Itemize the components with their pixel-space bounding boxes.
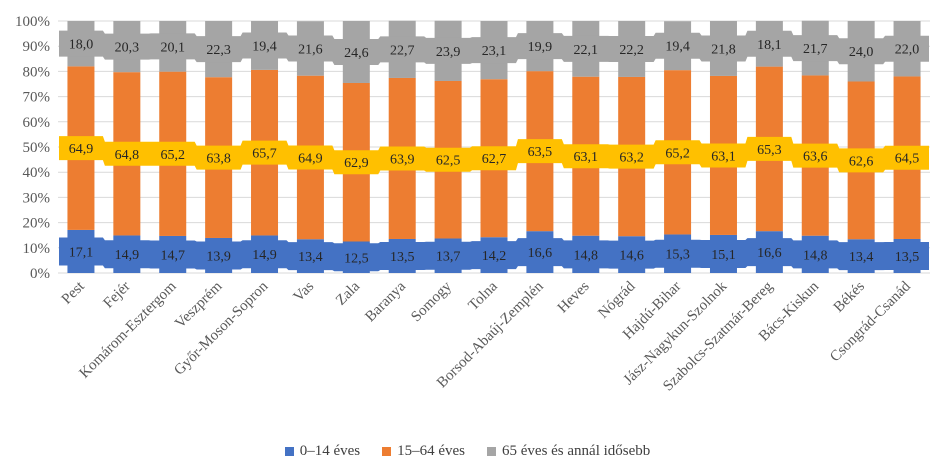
data-label-0: 17,1 (69, 245, 94, 260)
data-label-1: 63,1 (711, 149, 736, 164)
data-label-0: 13,4 (849, 250, 874, 265)
data-label-1: 63,9 (390, 152, 415, 167)
legend-item-1: 15–64 éves (382, 443, 465, 460)
y-tick-label: 30% (23, 190, 51, 206)
data-label-1: 63,2 (619, 151, 644, 166)
data-label-2: 21,8 (711, 42, 736, 57)
data-label-0: 14,8 (803, 248, 828, 263)
data-label-0: 14,6 (619, 249, 644, 264)
data-label-0: 13,5 (895, 250, 920, 265)
data-label-2: 20,3 (115, 41, 140, 56)
y-tick-label: 50% (23, 140, 51, 156)
legend-swatch-2 (487, 447, 496, 456)
data-label-0: 13,4 (298, 250, 323, 265)
legend-label-2: 65 éves és annál idősebb (502, 443, 651, 459)
data-label-2: 21,7 (803, 42, 828, 57)
legend: 0–14 éves 15–64 éves 65 éves és annál id… (0, 443, 935, 460)
x-axis: Pest FejérKomárom-EsztergomVeszprémGyőr-M… (59, 278, 914, 395)
legend-swatch-0 (284, 447, 294, 456)
y-tick-label: 90% (23, 39, 51, 55)
x-tick-label: Fejér (101, 279, 134, 312)
data-label-0: 15,3 (665, 248, 690, 263)
data-label-1: 65,2 (665, 146, 690, 161)
y-tick-label: 70% (23, 90, 51, 106)
label-bands (59, 30, 929, 272)
data-label-0: 14,2 (482, 249, 507, 264)
data-label-1: 63,5 (528, 145, 553, 160)
y-tick-label: 100% (15, 14, 50, 30)
data-label-2: 22,7 (390, 43, 415, 58)
y-tick-label: 60% (23, 115, 51, 131)
data-label-1: 64,9 (69, 142, 94, 157)
x-tick-label: Vas (291, 278, 318, 305)
y-axis: 0% 10% 20% 30% 40% 50% 60% 70% 80% 90% 100% (15, 14, 50, 282)
data-label-2: 18,0 (69, 38, 94, 53)
data-label-2: 19,4 (252, 39, 277, 54)
data-label-0: 14,9 (115, 248, 140, 263)
x-tick-label: Somogy (408, 278, 455, 325)
legend-item-2: 65 éves és annál idősebb (487, 443, 650, 460)
data-label-1: 65,2 (160, 148, 185, 163)
data-label-1: 63,6 (803, 150, 828, 165)
legend-label-1: 15–64 éves (397, 443, 465, 459)
data-label-0: 12,5 (344, 251, 369, 266)
legend-label-0: 0–14 éves (299, 443, 361, 459)
data-label-1: 64,8 (115, 148, 140, 163)
x-tick-label: Nógrád (595, 278, 638, 321)
data-label-0: 14,9 (252, 248, 277, 263)
data-label-0: 16,6 (528, 246, 553, 261)
data-label-1: 63,1 (574, 150, 599, 165)
data-labels: 17,1 14,9 14,7 13,9 14,9 13,4 12,5 13,5 13,7 14,2… (69, 38, 920, 267)
y-tick-label: 20% (23, 216, 51, 232)
label-band-top (59, 30, 929, 65)
data-label-2: 24,0 (849, 45, 874, 60)
data-label-2: 19,9 (528, 40, 553, 55)
data-label-2: 24,6 (344, 46, 369, 61)
data-label-0: 14,8 (574, 248, 599, 263)
data-label-0: 13,5 (390, 250, 415, 265)
x-tick-label: Tolna (466, 278, 502, 314)
data-label-1: 64,5 (895, 152, 920, 167)
x-tick-label: Heves (555, 278, 593, 316)
data-label-1: 62,7 (482, 152, 507, 167)
data-label-1: 63,8 (206, 152, 231, 167)
x-tick-label: Zala (333, 278, 363, 308)
data-label-2: 22,0 (895, 43, 920, 58)
data-label-2: 22,3 (206, 43, 231, 58)
data-label-0: 16,6 (757, 246, 782, 261)
data-label-2: 22,1 (574, 43, 599, 58)
data-label-0: 13,7 (436, 250, 461, 265)
legend-swatch-1 (382, 447, 392, 456)
data-label-1: 62,6 (849, 154, 874, 169)
x-tick-label: Csongrád-Csanád (827, 278, 914, 365)
label-band-middle (59, 136, 929, 175)
data-label-1: 62,9 (344, 156, 369, 171)
x-tick-label: Baranya (362, 278, 409, 325)
data-label-2: 23,1 (482, 44, 507, 59)
x-tick-label: Békés (831, 278, 868, 315)
data-label-0: 15,1 (711, 248, 736, 263)
data-label-2: 23,9 (436, 45, 461, 60)
data-label-0: 14,7 (160, 248, 185, 263)
legend-item-0: 0–14 éves (284, 443, 361, 460)
data-label-2: 20,1 (160, 40, 185, 55)
data-label-2: 21,6 (298, 42, 323, 57)
data-label-1: 62,5 (436, 154, 461, 169)
x-tick-label: Pest (59, 278, 89, 308)
data-label-2: 18,1 (757, 38, 782, 53)
data-label-0: 13,9 (206, 249, 231, 264)
y-tick-label: 10% (23, 241, 51, 257)
data-label-2: 19,4 (665, 40, 690, 55)
y-tick-label: 80% (23, 64, 51, 80)
label-band-bottom (59, 237, 929, 272)
y-tick-label: 0% (30, 266, 50, 282)
data-label-1: 65,7 (252, 147, 277, 162)
data-label-2: 22,2 (619, 43, 644, 58)
data-label-1: 64,9 (298, 151, 323, 166)
data-label-1: 65,3 (757, 143, 782, 158)
y-tick-label: 40% (23, 165, 51, 181)
